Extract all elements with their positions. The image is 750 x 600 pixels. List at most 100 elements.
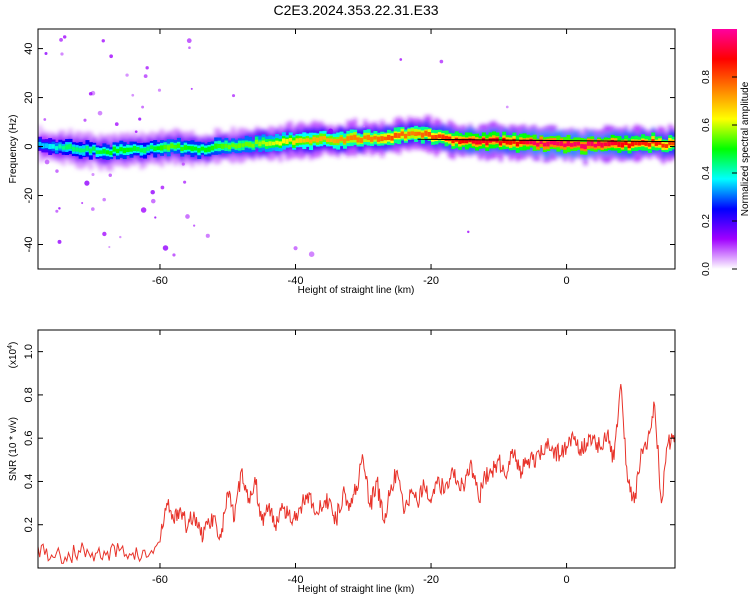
snr-series-group bbox=[38, 384, 675, 564]
spectrogram-cell bbox=[41, 143, 46, 149]
spectrogram-cell bbox=[600, 142, 605, 148]
spectrogram-cell bbox=[180, 146, 185, 152]
spectrogram-cell bbox=[532, 140, 537, 145]
spectrogram-cell bbox=[447, 136, 452, 142]
spectrogram-cell bbox=[603, 142, 608, 147]
spectrogram-cell bbox=[281, 138, 286, 144]
spectrogram-speckle bbox=[505, 105, 509, 109]
spectrogram-cell bbox=[573, 141, 578, 147]
colorbar-label: Normalized spectral amplitude bbox=[740, 81, 750, 216]
spectrogram-cell bbox=[214, 143, 219, 149]
spectrogram-cell bbox=[610, 140, 615, 146]
spectrogram-cell bbox=[671, 140, 675, 146]
spectrogram-cell bbox=[197, 148, 202, 153]
spectrogram-cell bbox=[159, 145, 164, 151]
spectrogram-cell bbox=[359, 137, 364, 143]
spectrogram-cell bbox=[485, 140, 490, 146]
spectrogram-cell bbox=[166, 145, 171, 151]
spectrogram-cell bbox=[204, 147, 209, 153]
spectrogram-cell bbox=[363, 135, 368, 140]
spectrogram-cell bbox=[451, 139, 456, 144]
spectrogram-cell bbox=[92, 146, 97, 151]
spectrogram-cell bbox=[292, 140, 297, 145]
spectrogram-cell bbox=[583, 144, 588, 150]
spectrogram-speckle bbox=[186, 38, 192, 44]
spectrogram-cell bbox=[366, 134, 371, 141]
spectrogram-cell bbox=[417, 131, 422, 136]
spectrogram-speckle bbox=[44, 159, 50, 165]
colorbar-tick-label: 0.0 bbox=[701, 262, 712, 276]
snr-plot-area bbox=[38, 330, 675, 568]
spectrogram-cell bbox=[153, 146, 158, 152]
spectrogram-cell bbox=[675, 142, 679, 147]
height-tick-label-bottom: -40 bbox=[288, 574, 304, 586]
spectrogram-cell bbox=[539, 139, 544, 145]
spectrogram-cell bbox=[569, 143, 574, 147]
spectrogram-cell bbox=[271, 141, 276, 146]
spectrogram-speckle bbox=[151, 198, 156, 204]
spectrogram-cell bbox=[200, 146, 205, 151]
spectrogram-cell bbox=[586, 141, 591, 146]
frequency-tick-label: -40 bbox=[23, 237, 35, 253]
spectrogram-core bbox=[38, 125, 679, 160]
spectrogram-cell bbox=[522, 139, 527, 145]
spectrogram-cell bbox=[241, 143, 246, 148]
spectrogram-speckle bbox=[190, 87, 193, 90]
spectrogram-cell bbox=[427, 131, 432, 137]
spectrogram-cell bbox=[617, 142, 622, 147]
spectrogram-cell bbox=[437, 134, 442, 139]
spectrogram-cell bbox=[54, 146, 59, 151]
spectrogram-speckle bbox=[160, 185, 165, 190]
spectrogram-cell bbox=[88, 148, 93, 154]
spectrogram-cell bbox=[556, 141, 561, 146]
spectrogram-cell bbox=[44, 143, 49, 149]
height-tick-label-top: -20 bbox=[423, 275, 439, 287]
spectrogram-cell bbox=[38, 141, 42, 146]
spectrogram-cell bbox=[661, 143, 666, 148]
page-title: C2E3.2024.353.22.31.E33 bbox=[273, 2, 438, 18]
spectrogram-speckle bbox=[55, 169, 59, 173]
spectrogram-cell bbox=[71, 146, 76, 152]
snr-tick-label: 0.8 bbox=[23, 387, 35, 402]
colorbar-tick-label: 0.4 bbox=[701, 166, 712, 180]
spectrogram-cell bbox=[234, 144, 239, 149]
spectrogram-cell bbox=[627, 143, 632, 149]
spectrogram-cell bbox=[227, 144, 232, 150]
snr-axis-label: SNR (10 * v/v) bbox=[8, 417, 19, 481]
spectrogram-cell bbox=[658, 141, 663, 145]
snr-multiplier-label: (x104) bbox=[7, 342, 19, 369]
colorbar-ticks: 0.0 0.2 0.4 0.6 0.8 bbox=[701, 70, 737, 276]
spectrogram-cell bbox=[498, 141, 503, 146]
spectrogram-cell bbox=[58, 144, 63, 149]
spectrogram-speckle bbox=[59, 37, 63, 42]
spectrogram-cell bbox=[224, 143, 229, 148]
frequency-axis-label: Frequency (Hz) bbox=[8, 115, 19, 184]
spectrogram-cell bbox=[288, 138, 293, 142]
spectrogram-cell bbox=[525, 139, 530, 145]
frequency-axis-ticks: -40 -20 0 20 40 bbox=[23, 42, 675, 252]
spectrogram-cell bbox=[356, 137, 361, 143]
spectrogram-cell bbox=[576, 141, 581, 146]
height-axis-label-top: Height of straight line (km) bbox=[298, 285, 415, 296]
height-axis-ticks-top: -60 -40 -20 0 bbox=[152, 29, 570, 287]
snr-tick-label: 0.2 bbox=[23, 517, 35, 532]
frequency-tick-label: -20 bbox=[23, 188, 35, 204]
spectrogram-cell bbox=[278, 141, 283, 146]
height-tick-label-top: 0 bbox=[564, 275, 570, 287]
spectrogram-cell bbox=[675, 137, 679, 153]
spectrogram-speckle bbox=[57, 239, 62, 244]
spectrogram-cell bbox=[393, 132, 398, 138]
spectrogram-cell bbox=[332, 138, 337, 144]
spectrogram-cell bbox=[644, 140, 649, 146]
spectrogram-cell bbox=[668, 140, 673, 146]
spectrogram-cell bbox=[122, 148, 127, 154]
spectrogram-speckle bbox=[91, 207, 95, 211]
height-axis-ticks-bottom: -60 -40 -20 0 bbox=[152, 330, 570, 586]
spectrogram-speckle bbox=[157, 88, 162, 92]
spectrogram-cell bbox=[102, 148, 107, 154]
spectrogram-cell bbox=[98, 150, 103, 154]
height-tick-label-bottom: -20 bbox=[423, 574, 439, 586]
spectrogram-cell bbox=[349, 135, 354, 141]
spectrogram-cell bbox=[353, 134, 358, 140]
spectrogram-speckle bbox=[125, 73, 129, 77]
